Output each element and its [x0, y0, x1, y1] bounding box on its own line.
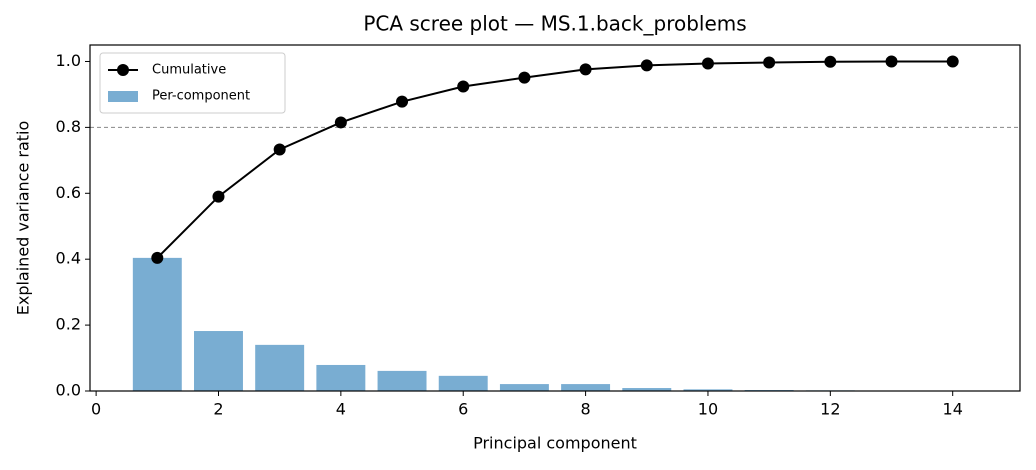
- bar: [377, 370, 427, 391]
- marker: [396, 95, 409, 108]
- marker: [946, 55, 959, 68]
- x-tick-label: 10: [698, 400, 718, 419]
- legend-swatch: [108, 91, 138, 102]
- marker: [518, 71, 531, 84]
- bar: [255, 344, 305, 391]
- x-tick-label: 2: [213, 400, 223, 419]
- x-tick-label: 0: [91, 400, 101, 419]
- line: [156, 60, 953, 259]
- legend-label: Per-component: [152, 89, 250, 104]
- x-axis-label: Principal component: [473, 434, 637, 453]
- marker: [824, 55, 837, 68]
- legend-label: Cumulative: [152, 63, 226, 78]
- y-tick-label: 0.0: [56, 381, 81, 400]
- x-tick-label: 14: [943, 400, 963, 419]
- axes-frame: [89, 44, 1021, 392]
- marker: [701, 57, 714, 70]
- bar: [561, 384, 611, 391]
- bar: [132, 257, 182, 391]
- y-tick-label: 0.4: [56, 249, 81, 268]
- legend-box: [99, 52, 286, 114]
- bar: [683, 389, 733, 391]
- marker: [212, 190, 225, 203]
- bar: [194, 331, 243, 391]
- marker: [579, 63, 592, 76]
- marker: [334, 116, 347, 129]
- marker: [273, 143, 286, 156]
- chart-title: PCA scree plot — MS.1.back_problems: [363, 12, 746, 36]
- bar: [438, 375, 488, 391]
- marker: [763, 56, 776, 69]
- plot-area: [90, 55, 1020, 391]
- legend: Cumulative Per-component: [99, 52, 286, 114]
- x-tick-label: 8: [580, 400, 590, 419]
- marker: [885, 55, 898, 68]
- legend-marker: [117, 64, 129, 76]
- y-axis-label: Explained variance ratio: [14, 121, 33, 316]
- y-tick-label: 1.0: [56, 51, 81, 70]
- bar: [316, 364, 366, 391]
- marker: [457, 80, 470, 93]
- y-tick-label: 0.8: [56, 117, 81, 136]
- x-tick-label: 4: [336, 400, 346, 419]
- marker: [640, 59, 653, 72]
- x-tick-label: 12: [820, 400, 840, 419]
- marker: [151, 251, 164, 264]
- bar: [499, 384, 549, 391]
- y-tick-label: 0.2: [56, 315, 81, 334]
- y-tick-label: 0.6: [56, 183, 81, 202]
- x-tick-label: 6: [458, 400, 468, 419]
- bar: [622, 388, 672, 391]
